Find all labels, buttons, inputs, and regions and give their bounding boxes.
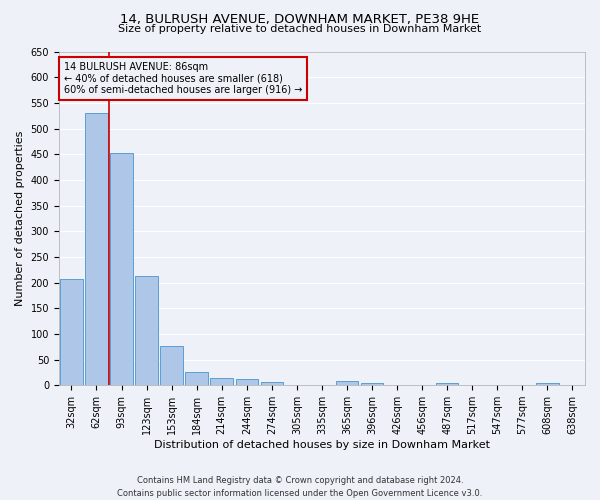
Text: Contains HM Land Registry data © Crown copyright and database right 2024.
Contai: Contains HM Land Registry data © Crown c… — [118, 476, 482, 498]
Text: 14, BULRUSH AVENUE, DOWNHAM MARKET, PE38 9HE: 14, BULRUSH AVENUE, DOWNHAM MARKET, PE38… — [121, 12, 479, 26]
Bar — [211, 378, 233, 385]
Bar — [286, 384, 308, 385]
Bar — [336, 381, 358, 385]
Text: 14 BULRUSH AVENUE: 86sqm
← 40% of detached houses are smaller (618)
60% of semi-: 14 BULRUSH AVENUE: 86sqm ← 40% of detach… — [64, 62, 302, 94]
Bar — [160, 346, 183, 385]
Bar — [136, 276, 158, 385]
Bar — [60, 279, 83, 385]
Bar — [536, 382, 559, 385]
Y-axis label: Number of detached properties: Number of detached properties — [15, 130, 25, 306]
Bar — [236, 379, 258, 385]
Bar — [85, 113, 108, 385]
Bar — [185, 372, 208, 385]
Bar — [361, 382, 383, 385]
X-axis label: Distribution of detached houses by size in Downham Market: Distribution of detached houses by size … — [154, 440, 490, 450]
Bar — [260, 382, 283, 385]
Bar — [436, 382, 458, 385]
Text: Size of property relative to detached houses in Downham Market: Size of property relative to detached ho… — [118, 24, 482, 34]
Bar — [110, 153, 133, 385]
